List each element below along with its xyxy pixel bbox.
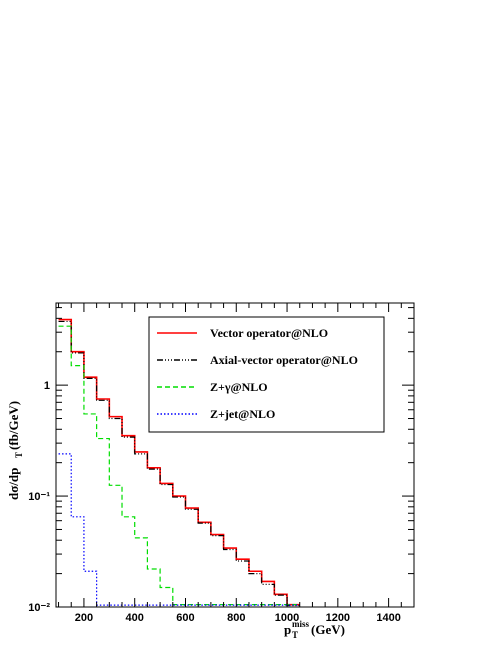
x-tick-label: 400 (126, 612, 144, 624)
y-tick-label: 10⁻¹ (28, 491, 50, 503)
legend: Vector operator@NLO Axial-vector operator… (148, 316, 385, 433)
x-tick-label: 1000 (275, 612, 299, 624)
y-tick-label: 10⁻² (28, 602, 50, 614)
legend-label-3: Z+γ@NLO (210, 380, 268, 394)
x-tick-label: 1400 (376, 612, 400, 624)
series-line-2 (58, 320, 300, 607)
x-axis-title: p T miss (GeV) (284, 619, 345, 640)
series-line-4 (58, 453, 300, 606)
x-tick-label: 200 (75, 612, 93, 624)
x-axis-title-main: p (284, 622, 291, 637)
x-tick-label: 800 (227, 612, 245, 624)
axis-ticks: 200 400 600 800 1000 1200 1400 10⁻² 10⁻¹ 1 (28, 303, 415, 624)
y-axis-title-sub: T (14, 452, 24, 458)
legend-label-1: Vector operator@NLO (210, 326, 328, 340)
x-tick-label: 600 (176, 612, 194, 624)
y-axis-title: dσ/dp T (fb/GeV) (6, 401, 24, 500)
y-axis-title-unit: (fb/GeV) (6, 401, 21, 450)
plot-frame (55, 302, 415, 608)
y-tick-label: 1 (44, 380, 50, 392)
x-tick-label: 1200 (326, 612, 350, 624)
x-axis-title-unit: (GeV) (311, 622, 345, 637)
legend-label-2: Axial-vector operator@NLO (210, 353, 358, 367)
legend-box (148, 316, 385, 433)
y-axis-title-main: dσ/dp (6, 468, 21, 500)
x-axis-title-sup: miss (292, 619, 310, 629)
legend-label-4: Z+jet@NLO (210, 407, 275, 421)
series-line-1 (58, 318, 300, 606)
x-axis-title-sub: T (292, 630, 298, 640)
